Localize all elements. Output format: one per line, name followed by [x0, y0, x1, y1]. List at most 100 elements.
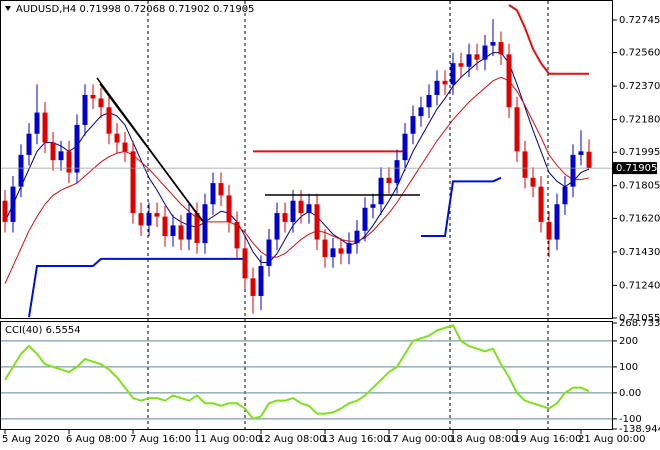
- candle-body: [114, 133, 120, 143]
- y-tick-label: 0.72560: [619, 48, 660, 59]
- candle-body: [210, 183, 216, 205]
- candle-body: [282, 213, 288, 222]
- candle-body: [426, 94, 432, 108]
- y-tick-label: 0.71240: [619, 280, 660, 291]
- x-tick-label: 19 Aug 16:00: [514, 434, 581, 445]
- indicator-line: [4, 76, 590, 284]
- candle-body: [338, 248, 344, 254]
- current-price-label: 0.71905: [616, 163, 657, 174]
- candle-body: [474, 54, 480, 60]
- candle-body: [418, 107, 424, 117]
- indicator-label: CCI(40) 6.5554: [5, 325, 81, 336]
- candle-body: [298, 200, 304, 214]
- candle-body: [538, 186, 544, 222]
- menu-icon: [5, 6, 11, 11]
- x-tick-label: 6 Aug 08:00: [66, 434, 127, 445]
- y-tick-label: -138.9449: [619, 424, 660, 435]
- candle-body: [562, 186, 568, 205]
- candle-body: [162, 216, 168, 237]
- candle-body: [362, 207, 368, 231]
- x-tick-label: 11 Aug 00:00: [194, 434, 261, 445]
- candle-body: [306, 204, 312, 214]
- candle-body: [234, 221, 240, 249]
- indicator-line: [28, 257, 245, 318]
- x-tick-label: 13 Aug 16:00: [322, 434, 389, 445]
- candle-body: [442, 80, 448, 85]
- candle-body: [586, 151, 592, 169]
- candle-body: [122, 142, 128, 152]
- y-tick-label: 0.71620: [619, 213, 660, 224]
- x-tick-label: 7 Aug 16:00: [130, 434, 191, 445]
- drawings: [96, 77, 420, 225]
- candle-body: [482, 45, 488, 60]
- candle-body: [506, 54, 512, 108]
- candle-body: [242, 248, 248, 279]
- trend-line: [99, 83, 206, 225]
- candle-body: [66, 151, 72, 173]
- candle-body: [410, 116, 416, 134]
- candle-body: [314, 204, 320, 240]
- cci-panel: [1, 324, 612, 421]
- x-tick-label: 12 Aug 08:00: [258, 434, 325, 445]
- candle-body: [82, 94, 88, 125]
- y-tick-label: 0.71805: [619, 181, 660, 192]
- x-tick-label: 5 Aug 2020: [2, 434, 60, 445]
- candle-body: [386, 177, 392, 184]
- candle-body: [42, 112, 48, 143]
- candle-body: [354, 230, 360, 244]
- candle-body: [546, 221, 552, 240]
- candle-body: [458, 63, 464, 67]
- candle-body: [370, 204, 376, 208]
- candle-body: [330, 248, 336, 258]
- candle-body: [450, 63, 456, 85]
- candle-body: [434, 80, 440, 95]
- y-tick-label: -100: [619, 414, 642, 425]
- x-tick-label: 17 Aug 00:00: [386, 434, 453, 445]
- y-tick-label: 268.7335: [619, 318, 660, 329]
- candle-body: [50, 142, 56, 161]
- y-tick-label: 0.72180: [619, 115, 660, 126]
- candle-body: [250, 278, 256, 296]
- candle-body: [154, 213, 160, 217]
- candle-body: [266, 239, 272, 266]
- candle-body: [10, 186, 16, 222]
- indicator-line: [508, 4, 589, 75]
- candle-body: [394, 160, 400, 184]
- chart-title: AUDUSD,H4 0.71998 0.72068 0.71902 0.7190…: [16, 4, 254, 15]
- y-tick-label: 0.71055: [619, 313, 660, 324]
- candle-body: [258, 265, 264, 296]
- y-tick-label: 0.71430: [619, 247, 660, 258]
- candle-body: [58, 151, 64, 161]
- y-tick-label: 200: [619, 336, 638, 347]
- y-tick-label: 0.00: [619, 388, 641, 399]
- current-price-box: [613, 162, 657, 175]
- candle-body: [530, 177, 536, 187]
- candle-body: [378, 177, 384, 205]
- candle-body: [346, 243, 352, 254]
- candle-body: [578, 151, 584, 155]
- candle-body: [514, 107, 520, 152]
- candle-body: [402, 133, 408, 161]
- candle-body: [2, 200, 8, 222]
- candle-body: [322, 239, 328, 258]
- candle-body: [146, 213, 152, 226]
- price-frame: [0, 0, 613, 319]
- candle-body: [74, 124, 80, 173]
- candle-body: [226, 195, 232, 222]
- candle-body: [26, 133, 32, 155]
- cci-frame: [0, 321, 613, 430]
- indicator-line: [4, 52, 590, 263]
- candle-body: [138, 213, 144, 226]
- candle-body: [466, 54, 472, 67]
- candle-body: [290, 200, 296, 222]
- candle-body: [34, 112, 40, 134]
- price-panel: [1, 4, 612, 318]
- candle-body: [194, 213, 200, 244]
- x-tick-label: 18 Aug 08:00: [450, 434, 517, 445]
- cci-line: [4, 324, 590, 421]
- y-tick-label: 0.72745: [619, 15, 660, 26]
- candle-body: [490, 42, 496, 46]
- candle-body: [274, 213, 280, 240]
